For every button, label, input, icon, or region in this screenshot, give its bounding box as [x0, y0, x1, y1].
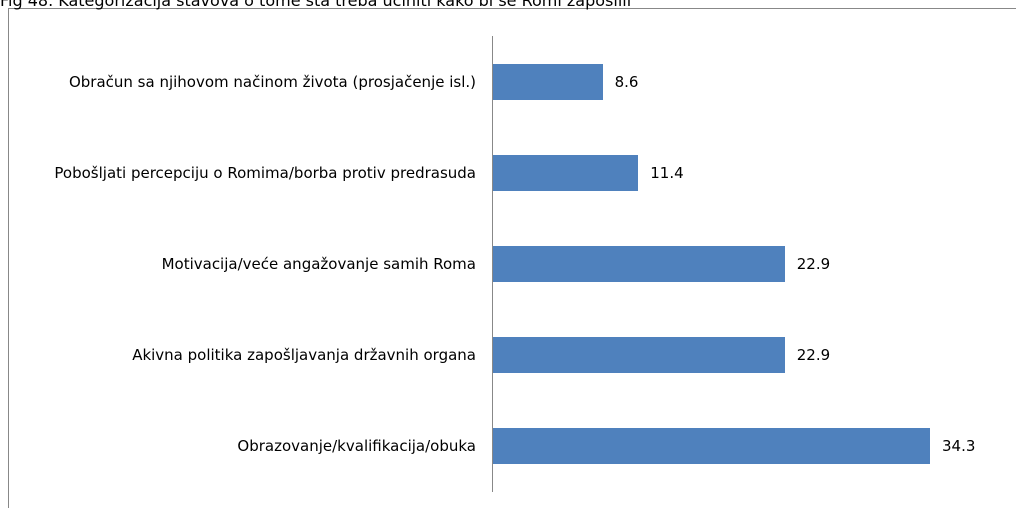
chart-frame	[8, 8, 1016, 508]
category-label-box: Motivacija/veće angažovanje samih Roma	[16, 253, 476, 275]
bar	[493, 63, 603, 100]
category-label-box: Pobošljati percepciju o Romima/borba pro…	[16, 162, 476, 184]
value-label: 8.6	[614, 72, 639, 91]
value-label: 34.3	[942, 437, 976, 456]
category-label: Motivacija/veće angažovanje samih Roma	[161, 255, 476, 273]
bar	[493, 246, 785, 282]
category-label: Obrazovanje/kvalifikacija/obuka	[237, 437, 476, 456]
chart-title: Fig 48. Kategorizacija stavova o tome št…	[0, 0, 632, 10]
category-label: Akivna politika zapošljavanja državnih o…	[132, 346, 476, 365]
category-label: Pobošljati percepciju o Romima/borba pro…	[54, 163, 476, 182]
value-label: 22.9	[796, 346, 831, 365]
value-label: 11.4	[650, 163, 684, 182]
category-label: Obračun sa njihovom načinom života (pros…	[68, 72, 476, 91]
category-label-box: Obračun sa njihovom načinom života (pros…	[16, 71, 476, 93]
bar	[493, 428, 930, 465]
category-label-box: Obrazovanje/kvalifikacija/obuka	[16, 435, 476, 457]
bar	[493, 154, 639, 191]
bar	[493, 337, 785, 374]
category-axis	[492, 36, 493, 492]
value-label: 22.9	[796, 255, 831, 273]
category-label-box: Akivna politika zapošljavanja državnih o…	[16, 344, 476, 366]
